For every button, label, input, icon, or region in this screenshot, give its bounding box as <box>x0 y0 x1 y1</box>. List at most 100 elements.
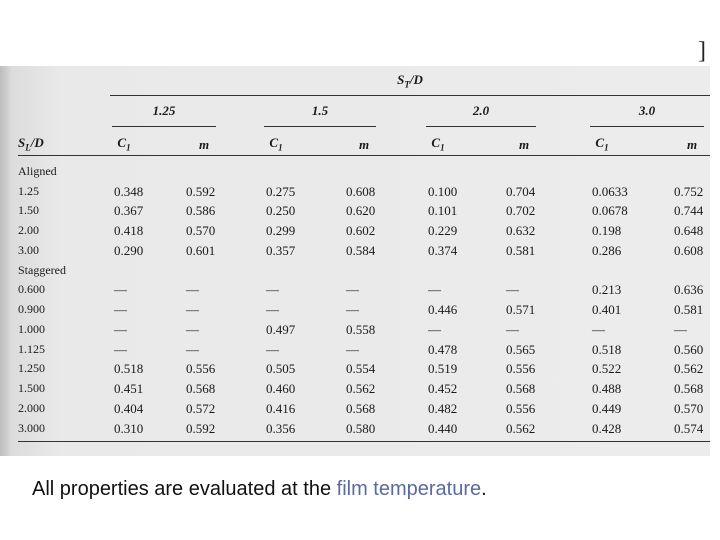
cell: — <box>186 321 199 337</box>
cell: — <box>428 321 441 337</box>
cell: 0.357 <box>266 242 296 258</box>
cell: 0.568 <box>186 381 216 397</box>
cell: 0.571 <box>506 302 536 317</box>
edge-mark: ] <box>698 38 706 64</box>
row-header: SL/D <box>18 136 44 153</box>
cell: 0.581 <box>506 242 536 258</box>
row-label: 0.900 <box>18 302 45 316</box>
sub-header-sub: 1 <box>278 142 283 153</box>
cell: — <box>114 282 127 298</box>
row-label: 1.25 <box>18 183 39 198</box>
column-header-sub: T <box>404 79 410 90</box>
row-label: 2.00 <box>18 223 39 238</box>
cell: 0.101 <box>428 203 458 219</box>
cell: 0.560 <box>674 341 704 357</box>
row-label: 3.00 <box>18 242 39 257</box>
row-label: 1.50 <box>18 203 39 218</box>
row-label: 1.000 <box>18 321 45 336</box>
caption-highlight: film temperature <box>336 478 482 500</box>
cell: 0.478 <box>428 341 458 357</box>
group-label: 1.25 <box>152 103 176 118</box>
cell: 0.451 <box>114 381 144 397</box>
section-label: Aligned <box>18 164 57 178</box>
cell: 0.416 <box>266 401 296 416</box>
section-label: Staggered <box>18 262 66 277</box>
cell: — <box>266 341 279 357</box>
cell: 0.418 <box>114 223 144 239</box>
caption: All properties are evaluated at the film… <box>32 478 487 501</box>
cell: 0.505 <box>266 361 296 377</box>
cell: 0.584 <box>346 242 376 258</box>
cell: 0.428 <box>592 420 622 436</box>
cell: 0.556 <box>506 361 536 377</box>
cell: — <box>266 282 279 298</box>
cell: 0.636 <box>674 282 704 298</box>
cell: — <box>186 302 199 317</box>
cell: — <box>346 302 359 317</box>
cell: 0.704 <box>506 183 536 199</box>
cell: 0.601 <box>186 242 216 258</box>
sub-header-symbol: C <box>269 135 279 150</box>
cell: 0.198 <box>592 223 622 239</box>
cell: — <box>186 282 199 298</box>
cell: 0.554 <box>346 361 376 377</box>
row-label: 1.125 <box>18 341 45 356</box>
cell: 0.229 <box>428 223 458 239</box>
column-header-rest: /D <box>409 72 423 87</box>
group-label: 1.5 <box>311 103 329 118</box>
cell: — <box>428 282 441 298</box>
cell: — <box>674 321 687 337</box>
group-label: 2.0 <box>472 103 490 118</box>
cell: — <box>266 302 279 317</box>
sub-header-symbol: C <box>117 135 127 150</box>
sub-header-symbol: m <box>686 137 698 152</box>
cell: 0.562 <box>674 361 704 377</box>
sub-header: m <box>519 138 529 151</box>
cell: 0.275 <box>266 183 296 199</box>
row-label: 1.500 <box>18 381 45 396</box>
cell: 0.702 <box>506 203 536 219</box>
cell: 0.568 <box>506 381 536 397</box>
cell: 0.518 <box>114 361 144 377</box>
cell: 0.497 <box>266 321 296 337</box>
cell: 0.608 <box>674 242 704 258</box>
sub-header: m <box>359 138 369 151</box>
cell: 0.286 <box>592 242 622 258</box>
cell: — <box>346 341 359 357</box>
cell: 0.572 <box>186 401 216 416</box>
row-header-symbol: S <box>18 135 26 150</box>
cell: 0.568 <box>674 381 704 397</box>
sub-header-sub: 1 <box>126 142 131 153</box>
cell: 0.592 <box>186 420 216 436</box>
cell: — <box>592 321 605 337</box>
cell: 0.440 <box>428 420 458 436</box>
rule <box>18 441 710 442</box>
cell: 0.570 <box>674 401 704 416</box>
cell: 0.452 <box>428 381 458 397</box>
row-label: 0.600 <box>18 282 45 297</box>
row-label: 1.250 <box>18 361 45 376</box>
cell: 0.482 <box>428 401 458 416</box>
cell: 0.602 <box>346 223 376 239</box>
cell: — <box>186 341 199 357</box>
cell: 0.752 <box>674 183 704 199</box>
cell: 0.0633 <box>592 183 628 199</box>
cell: 0.608 <box>346 183 376 199</box>
sub-header: C1 <box>269 136 282 153</box>
sub-header-symbol: C <box>595 135 605 150</box>
scanned-table <box>0 66 710 456</box>
column-header: ST/D <box>397 73 423 90</box>
cell: — <box>346 282 359 298</box>
cell: 0.299 <box>266 223 296 239</box>
cell: 0.460 <box>266 381 296 397</box>
cell: — <box>506 282 519 298</box>
cell: 0.310 <box>114 420 144 436</box>
cell: 0.518 <box>592 341 622 357</box>
sub-header-sub: 1 <box>604 142 609 153</box>
cell: 0.744 <box>674 203 704 219</box>
cell: 0.592 <box>186 183 216 199</box>
caption-text: All properties are evaluated at the <box>32 478 337 500</box>
rule <box>110 95 710 96</box>
cell: 0.556 <box>186 361 216 377</box>
row-header-sub: L <box>25 142 31 153</box>
